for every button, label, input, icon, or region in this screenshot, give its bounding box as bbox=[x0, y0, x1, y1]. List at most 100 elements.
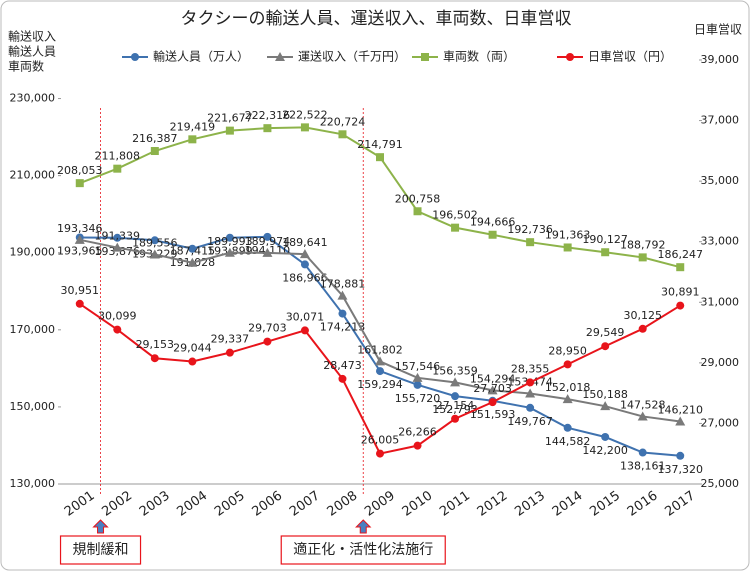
y-axis-title: 輸送収入 bbox=[8, 29, 56, 44]
marker bbox=[601, 432, 610, 441]
data-label: 219,419 bbox=[170, 120, 216, 133]
data-label: 26,005 bbox=[361, 434, 400, 447]
marker bbox=[150, 354, 159, 363]
data-label: 28,355 bbox=[511, 362, 550, 375]
y2-tick-label: 29,000 bbox=[701, 356, 740, 369]
data-label: 194,666 bbox=[470, 216, 516, 229]
marker bbox=[225, 126, 234, 135]
annotation-box bbox=[59, 535, 142, 565]
annotation-box bbox=[280, 535, 446, 565]
marker bbox=[525, 388, 536, 398]
data-label: 222,316 bbox=[245, 109, 291, 122]
data-label: 214,791 bbox=[357, 138, 403, 151]
marker bbox=[337, 290, 348, 300]
marker bbox=[188, 135, 197, 144]
data-label: 193,346 bbox=[57, 222, 103, 235]
data-label: 159,294 bbox=[357, 378, 403, 391]
data-label: 189,974 bbox=[245, 235, 291, 248]
marker bbox=[338, 130, 347, 139]
y2-tick-label: 31,000 bbox=[701, 295, 740, 308]
y-tick-label: 210,000 bbox=[10, 169, 56, 182]
marker bbox=[376, 153, 384, 162]
y2-tick-label: 37,000 bbox=[701, 114, 740, 127]
marker bbox=[676, 301, 685, 310]
data-label: 152,018 bbox=[545, 381, 591, 394]
data-label: 29,337 bbox=[211, 333, 250, 346]
marker bbox=[451, 223, 460, 232]
marker bbox=[526, 403, 535, 412]
data-label: 154,294 bbox=[470, 372, 516, 385]
data-label: 222,522 bbox=[282, 108, 328, 121]
marker bbox=[75, 299, 84, 308]
data-label: 142,200 bbox=[582, 444, 628, 457]
marker bbox=[263, 124, 272, 133]
data-label: 178,881 bbox=[320, 278, 366, 291]
arrow bbox=[92, 519, 109, 534]
marker bbox=[413, 207, 422, 216]
marker bbox=[600, 401, 611, 411]
data-label: 29,044 bbox=[173, 342, 212, 355]
data-label: 174,213 bbox=[320, 321, 366, 334]
legend-label: 日車営収（円） bbox=[588, 50, 672, 64]
arrow bbox=[355, 519, 372, 534]
data-label: 29,549 bbox=[586, 326, 625, 339]
marker bbox=[263, 337, 272, 346]
data-label: 27,703 bbox=[473, 382, 512, 395]
data-label: 216,387 bbox=[132, 132, 178, 145]
data-label: 220,724 bbox=[320, 115, 366, 128]
marker bbox=[487, 385, 498, 395]
marker bbox=[187, 257, 198, 267]
legend-marker bbox=[566, 53, 574, 61]
y-tick-label: 150,000 bbox=[10, 400, 56, 413]
marker bbox=[375, 356, 385, 366]
chart-title: タクシーの輸送人員、運送収入、車両数、日車営収 bbox=[181, 9, 572, 29]
data-label: 149,767 bbox=[507, 415, 553, 428]
data-label: 29,153 bbox=[136, 338, 175, 351]
data-label: 221,677 bbox=[207, 112, 253, 125]
marker bbox=[299, 249, 310, 259]
data-label: 189,993 bbox=[207, 235, 253, 248]
data-label: 190,127 bbox=[582, 233, 628, 246]
data-label: 186,966 bbox=[282, 271, 328, 284]
marker bbox=[451, 414, 460, 423]
marker bbox=[149, 249, 160, 259]
data-label: 28,950 bbox=[548, 344, 587, 357]
marker bbox=[562, 394, 573, 404]
y2-tick-label: 27,000 bbox=[701, 416, 740, 429]
y-axis-title: 車両数 bbox=[8, 59, 44, 74]
marker bbox=[413, 441, 422, 450]
legend-label: 車両数（両） bbox=[443, 49, 515, 64]
marker bbox=[488, 398, 497, 407]
y-tick-label: 170,000 bbox=[10, 323, 56, 336]
marker bbox=[638, 324, 647, 333]
marker bbox=[263, 232, 272, 241]
marker bbox=[676, 451, 685, 460]
data-label: 156,359 bbox=[432, 364, 478, 377]
marker bbox=[225, 233, 234, 242]
marker bbox=[338, 309, 347, 318]
marker bbox=[526, 378, 535, 387]
marker bbox=[188, 244, 197, 253]
marker bbox=[601, 248, 610, 257]
data-label: 138,161 bbox=[620, 460, 666, 473]
marker bbox=[676, 263, 685, 272]
y-axis-title: 輸送人員 bbox=[8, 44, 56, 59]
marker bbox=[300, 260, 309, 269]
marker bbox=[300, 123, 309, 132]
y-tick-label: 190,000 bbox=[10, 246, 56, 259]
data-label: 137,320 bbox=[657, 463, 703, 476]
data-label: 189,641 bbox=[282, 236, 328, 249]
marker bbox=[413, 380, 422, 389]
marker bbox=[412, 372, 423, 382]
data-label: 27,154 bbox=[436, 399, 475, 412]
data-label: 208,053 bbox=[57, 164, 103, 177]
marker bbox=[225, 348, 234, 357]
data-label: 30,125 bbox=[623, 309, 662, 322]
marker bbox=[224, 247, 235, 257]
legend-marker bbox=[421, 53, 429, 61]
marker bbox=[150, 236, 159, 245]
data-label: 30,891 bbox=[661, 286, 700, 299]
data-label: 191,339 bbox=[95, 230, 141, 243]
